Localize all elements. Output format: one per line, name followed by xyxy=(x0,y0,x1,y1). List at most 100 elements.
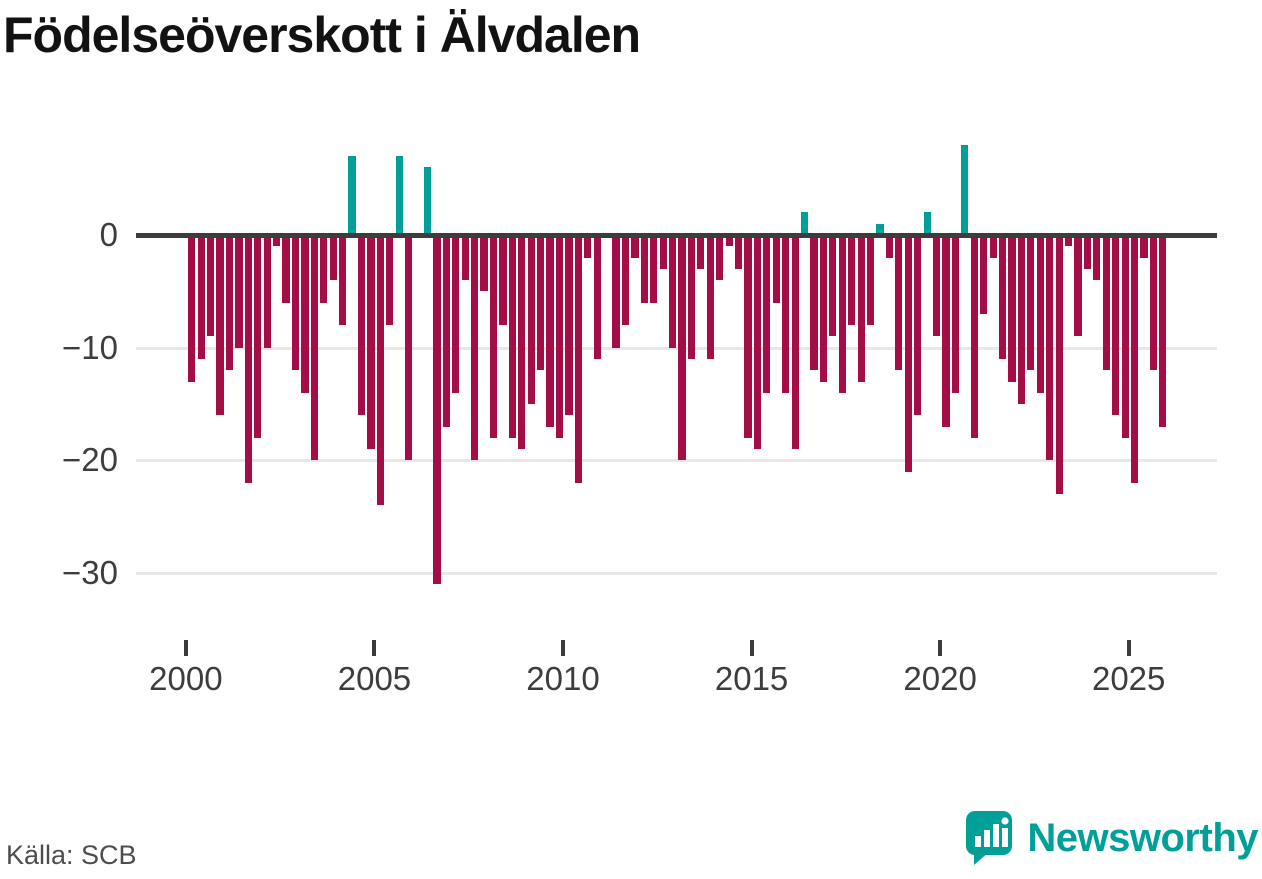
bar xyxy=(1112,235,1120,416)
bar xyxy=(867,235,875,326)
bar xyxy=(395,156,403,235)
bar xyxy=(357,235,366,416)
bar xyxy=(857,235,865,382)
bar xyxy=(1017,235,1026,405)
bar xyxy=(461,235,469,281)
bar xyxy=(508,235,516,438)
bar xyxy=(1121,235,1129,438)
x-tick xyxy=(561,640,566,656)
bar xyxy=(386,235,394,326)
bar xyxy=(527,235,535,405)
bar xyxy=(999,235,1007,359)
bar xyxy=(291,235,300,371)
bar xyxy=(480,235,488,292)
bar xyxy=(810,235,818,371)
bar xyxy=(989,235,997,258)
bar xyxy=(980,235,988,314)
bar xyxy=(904,235,912,472)
bar xyxy=(659,235,667,269)
x-tick xyxy=(183,640,188,656)
bar xyxy=(942,235,950,427)
bar xyxy=(744,235,752,438)
bar xyxy=(546,235,554,427)
bar xyxy=(263,235,271,348)
x-tick xyxy=(938,640,943,656)
newsworthy-wordmark: Newsworthy xyxy=(1027,815,1258,860)
bar xyxy=(772,235,780,303)
bar xyxy=(687,235,696,359)
gridline xyxy=(136,459,1217,463)
x-axis-label: 2020 xyxy=(903,660,977,697)
bar xyxy=(1159,235,1167,427)
bar xyxy=(235,235,243,348)
chart-title: Födelseöverskott i Älvdalen xyxy=(3,7,641,63)
bar xyxy=(876,223,884,235)
gridline xyxy=(136,572,1217,576)
bar xyxy=(650,235,658,303)
bar xyxy=(1083,235,1092,269)
bar xyxy=(791,235,799,450)
y-axis-label: −30 xyxy=(62,554,118,592)
bar xyxy=(244,235,252,483)
bar xyxy=(678,235,686,461)
bar xyxy=(207,235,215,337)
bar xyxy=(225,235,234,371)
bar xyxy=(282,235,290,303)
bar xyxy=(706,235,714,359)
bar xyxy=(1065,235,1073,247)
newsworthy-logo-icon xyxy=(966,811,1013,865)
x-axis-label: 2010 xyxy=(526,660,600,697)
bar xyxy=(518,235,526,450)
bar xyxy=(593,235,601,359)
bar xyxy=(631,235,639,258)
bar xyxy=(574,235,582,483)
y-axis-label: 0 xyxy=(99,216,118,253)
bar xyxy=(471,235,479,461)
bar xyxy=(612,235,620,348)
x-axis-label: 2005 xyxy=(337,660,412,697)
bar xyxy=(716,235,724,281)
x-axis-label: 2015 xyxy=(714,660,789,697)
bar xyxy=(565,235,573,416)
bar xyxy=(829,235,837,337)
bar xyxy=(970,235,978,438)
source-caption: Källa: SCB xyxy=(6,840,137,870)
bar xyxy=(923,212,931,235)
bar xyxy=(197,235,205,359)
bar xyxy=(348,156,356,235)
bar xyxy=(885,235,894,258)
bar xyxy=(1046,235,1054,461)
bar xyxy=(254,235,262,438)
bar xyxy=(320,235,328,303)
bar xyxy=(188,235,196,382)
bar xyxy=(499,235,507,326)
bar xyxy=(1131,235,1139,483)
bar xyxy=(1036,235,1044,393)
y-axis-label: −10 xyxy=(62,328,118,366)
bar xyxy=(951,235,960,393)
bar xyxy=(933,235,941,337)
bar xyxy=(537,235,545,371)
bar xyxy=(895,235,903,371)
bar xyxy=(697,235,705,269)
bar xyxy=(329,235,337,281)
bar xyxy=(782,235,790,393)
bar xyxy=(1008,235,1016,382)
bar xyxy=(310,235,318,461)
bar xyxy=(640,235,648,303)
bar xyxy=(961,144,969,235)
bar xyxy=(1093,235,1101,281)
newsworthy-logo: Newsworthy xyxy=(965,810,1258,866)
bar xyxy=(1055,235,1063,495)
gridline xyxy=(136,346,1217,350)
bar xyxy=(1102,235,1110,371)
bar xyxy=(376,235,384,506)
bar xyxy=(621,235,630,326)
bar xyxy=(489,235,498,438)
bar xyxy=(423,167,432,235)
x-tick xyxy=(1126,640,1131,656)
zero-line xyxy=(136,233,1217,238)
bar xyxy=(273,235,281,247)
x-axis-label: 2025 xyxy=(1091,660,1166,697)
